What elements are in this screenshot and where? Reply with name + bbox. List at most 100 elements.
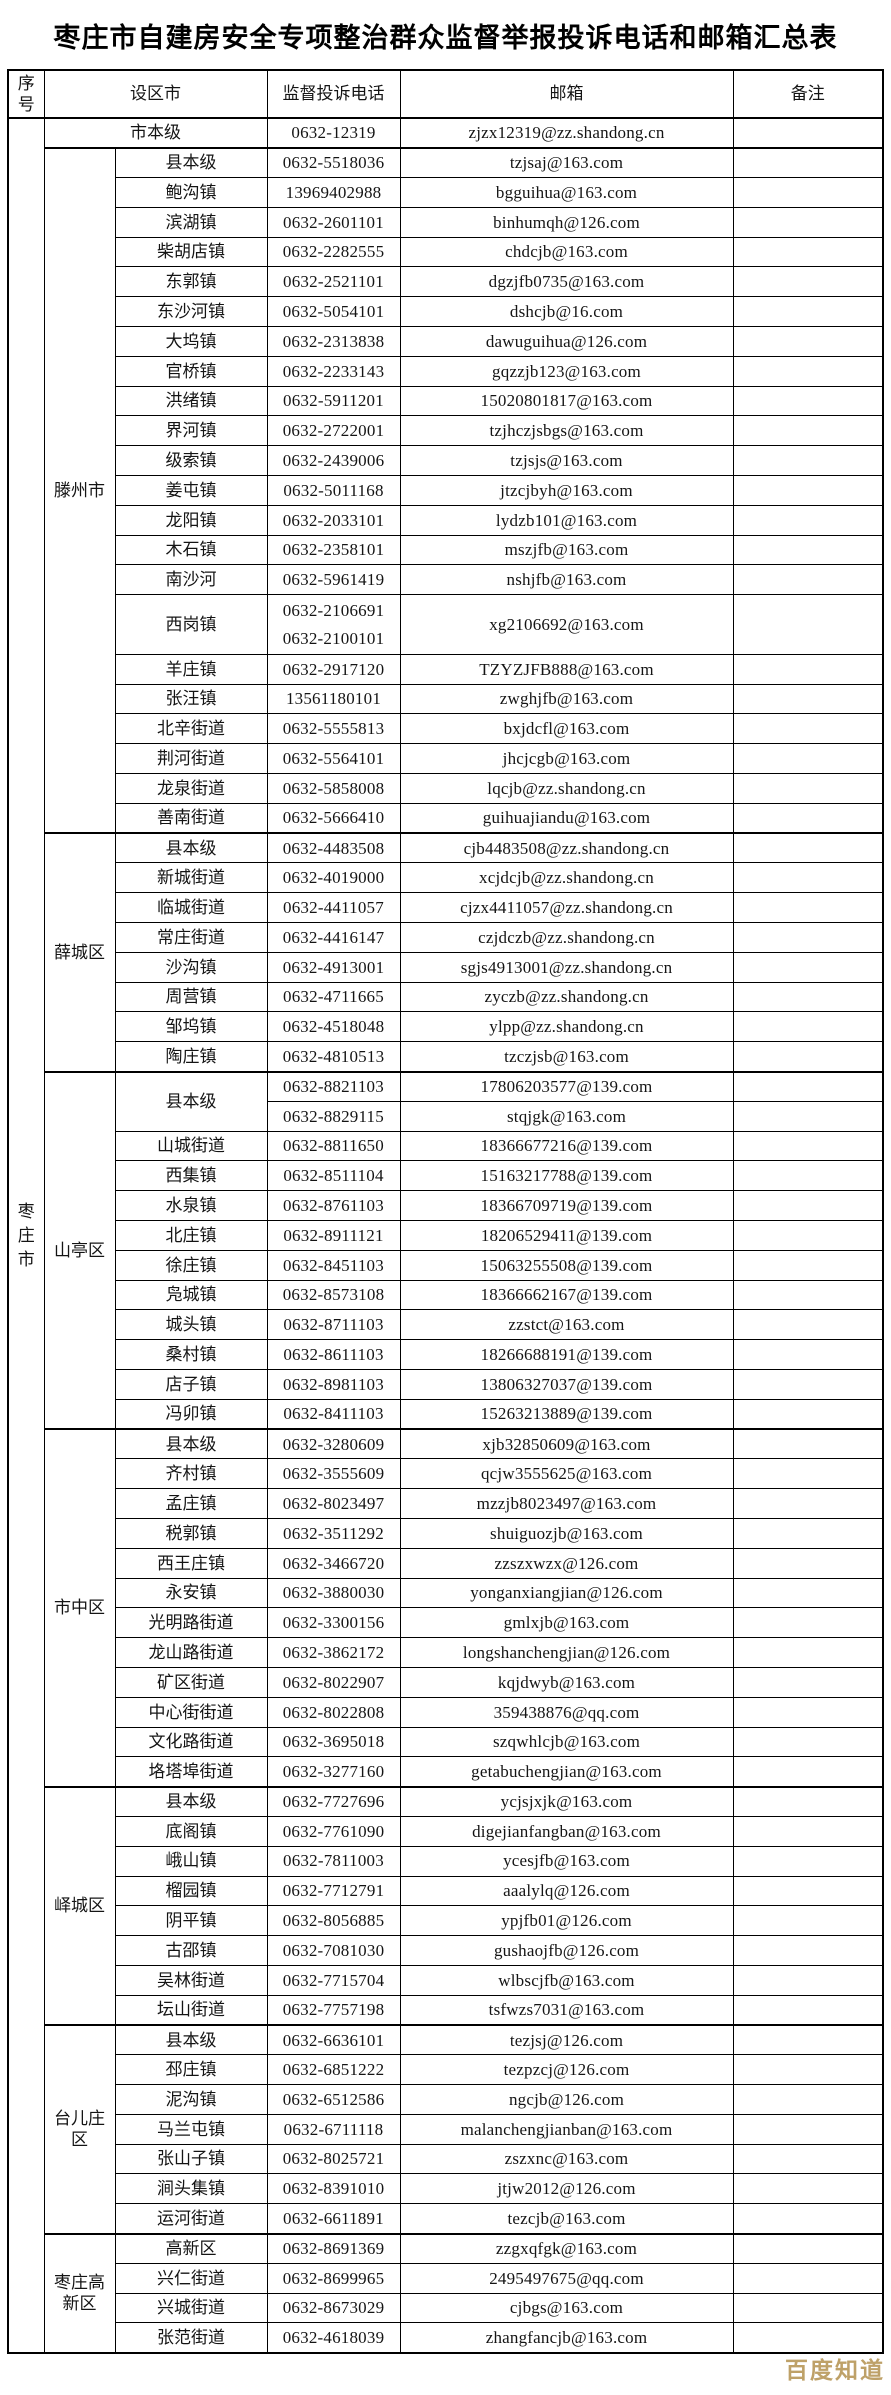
remark-cell	[732, 117, 884, 149]
phone-cell: 0632-8022907	[266, 1666, 401, 1698]
town-cell: 龙山路街道	[114, 1637, 268, 1668]
email-cell: gushaojfb@126.com	[399, 1935, 734, 1966]
remark-cell	[732, 355, 884, 387]
town-cell: 县本级	[114, 1428, 268, 1460]
phone-cell: 0632-7712791	[266, 1875, 401, 1907]
phone-cell: 13561180101	[266, 683, 401, 715]
remark-cell	[732, 653, 884, 685]
email-cell: 359438876@qq.com	[399, 1696, 734, 1728]
remark-cell	[732, 981, 884, 1013]
district-cell: 滕州市	[43, 146, 116, 834]
remark-cell	[732, 802, 884, 834]
remark-cell	[732, 1279, 884, 1311]
email-cell: gmlxjb@163.com	[399, 1607, 734, 1639]
phone-cell: 0632-5011168	[266, 475, 401, 506]
header-city: 设区市	[43, 69, 268, 119]
table-row: 阴平镇 0632-8056885 ypjfb01@126.com	[8, 1905, 884, 1937]
table-row: 古邵镇 0632-7081030 gushaojfb@126.com	[8, 1935, 884, 1966]
table-row: 北辛街道 0632-5555813 bxjdcfl@163.com	[8, 713, 884, 745]
remark-cell	[732, 1160, 884, 1192]
remark-cell	[732, 2232, 884, 2264]
email-cell: xg2106692@163.com	[399, 594, 734, 655]
remark-cell	[732, 1666, 884, 1698]
email-cell: lqcjb@zz.shandong.cn	[399, 773, 734, 804]
email-cell: zszxnc@163.com	[399, 2143, 734, 2175]
phone-cell: 0632-7811003	[266, 1845, 401, 1877]
email-cell: mszjfb@163.com	[399, 534, 734, 566]
town-cell: 龙泉街道	[114, 773, 268, 804]
phone-cell: 0632-5518036	[266, 146, 401, 179]
town-cell: 山城街道	[114, 1130, 268, 1162]
email-cell: 18206529411@139.com	[399, 1219, 734, 1251]
remark-cell	[732, 326, 884, 357]
town-cell: 北辛街道	[114, 713, 268, 745]
city-level-cell: 市本级	[43, 117, 268, 149]
email-cell: xjb32850609@163.com	[399, 1428, 734, 1460]
table-row: 周营镇 0632-4711665 zyczb@zz.shandong.cn	[8, 981, 884, 1013]
town-cell: 凫城镇	[114, 1279, 268, 1311]
table-row: 常庄街道 0632-4416147 czjdczb@zz.shandong.cn	[8, 922, 884, 953]
email-cell: jtzcjbyh@163.com	[399, 475, 734, 506]
table-row: 山城街道 0632-8811650 18366677216@139.com	[8, 1130, 884, 1162]
town-cell: 陶庄镇	[114, 1041, 268, 1072]
remark-cell	[732, 713, 884, 745]
town-cell: 南沙河	[114, 564, 268, 596]
phone-cell: 0632-3277160	[266, 1756, 401, 1788]
table-row: 羊庄镇 0632-2917120 TZYZJFB888@163.com	[8, 653, 884, 685]
table-row: 马兰屯镇 0632-6711118 malanchengjianban@163.co…	[8, 2113, 884, 2145]
town-cell: 冯卯镇	[114, 1398, 268, 1430]
town-cell: 东郭镇	[114, 266, 268, 298]
remark-cell	[732, 743, 884, 775]
table-row: 东郭镇 0632-2521101 dgzjfb0735@163.com	[8, 266, 884, 298]
page-title: 枣庄市自建房安全专项整治群众监督举报投诉电话和邮箱汇总表	[53, 23, 838, 53]
remark-cell	[732, 475, 884, 506]
email-cell: aaalylq@126.com	[399, 1875, 734, 1907]
phone-cell: 0632-4411057	[266, 892, 401, 924]
remark-cell	[732, 2322, 884, 2354]
email-cell: 18366709719@139.com	[399, 1190, 734, 1221]
phone-cell: 0632-7727696	[266, 1785, 401, 1817]
phone-cell: 0632-2439006	[266, 445, 401, 477]
table-row: 木石镇 0632-2358101 mszjfb@163.com	[8, 534, 884, 566]
remark-cell	[732, 892, 884, 924]
remark-cell	[732, 1905, 884, 1937]
phone-cell: 0632-8829115	[266, 1100, 401, 1132]
email-cell: 18366677216@139.com	[399, 1130, 734, 1162]
table-row: 柴胡店镇 0632-2282555 chdcjb@163.com	[8, 236, 884, 268]
email-cell: cjzx4411057@zz.shandong.cn	[399, 892, 734, 924]
district-cell: 枣庄高新区	[43, 2232, 116, 2354]
table-row: 峨山镇 0632-7811003 ycesjfb@163.com	[8, 1845, 884, 1877]
email-cell: cjbgs@163.com	[399, 2292, 734, 2324]
email-cell: zzgxqfgk@163.com	[399, 2232, 734, 2264]
email-cell: 15263213889@139.com	[399, 1398, 734, 1430]
town-cell: 张汪镇	[114, 683, 268, 715]
phone-cell: 0632-5555813	[266, 713, 401, 745]
email-cell: nshjfb@163.com	[399, 564, 734, 596]
serial-label-char: 枣	[17, 1201, 35, 1221]
email-cell: 18266688191@139.com	[399, 1339, 734, 1370]
header-email: 邮箱	[399, 69, 734, 119]
town-cell: 坛山街道	[114, 1994, 268, 2026]
table-row: 临城街道 0632-4411057 cjzx4411057@zz.shandong.…	[8, 892, 884, 924]
town-cell: 县本级	[114, 146, 268, 179]
phone-cell: 0632-6512586	[266, 2084, 401, 2115]
remark-cell	[732, 1011, 884, 1043]
email-cell: 15020801817@163.com	[399, 385, 734, 417]
remark-cell	[732, 1845, 884, 1877]
email-cell: digejianfangban@163.com	[399, 1815, 734, 1847]
phone-cell: 0632-4483508	[266, 832, 401, 864]
email-cell: malanchengjianban@163.com	[399, 2113, 734, 2145]
email-cell: jhcjcgb@163.com	[399, 743, 734, 775]
table-row: 张汪镇 13561180101 zwghjfb@163.com	[8, 683, 884, 715]
table-row: 东沙河镇 0632-5054101 dshcjb@16.com	[8, 296, 884, 328]
remark-cell	[732, 951, 884, 983]
email-cell: 17806203577@139.com	[399, 1070, 734, 1102]
serial-label-char: 庄	[17, 1225, 35, 1245]
town-cell: 底阁镇	[114, 1815, 268, 1847]
table-row: 中心街街道 0632-8022808 359438876@qq.com	[8, 1696, 884, 1728]
town-cell: 中心街街道	[114, 1696, 268, 1728]
phone-cell: 0632-3511292	[266, 1517, 401, 1549]
email-cell: dgzjfb0735@163.com	[399, 266, 734, 298]
town-cell: 永安镇	[114, 1577, 268, 1609]
remark-cell	[732, 1547, 884, 1579]
